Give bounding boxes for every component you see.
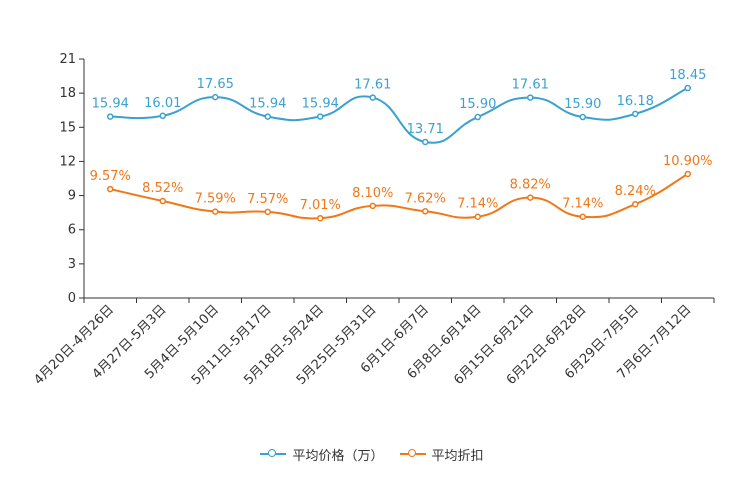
data-label-discount: 8.10% bbox=[352, 186, 393, 201]
data-label-price: 15.90 bbox=[459, 97, 496, 112]
legend-label-discount: 平均折扣 bbox=[431, 448, 484, 464]
data-label-price: 15.94 bbox=[302, 97, 339, 112]
data-point-price[interactable] bbox=[422, 138, 429, 146]
data-point-price[interactable] bbox=[159, 112, 166, 120]
data-point-discount[interactable] bbox=[369, 202, 376, 210]
data-point-price[interactable] bbox=[317, 113, 324, 120]
legend-item-discount[interactable]: 平均折扣 bbox=[399, 445, 484, 464]
y-tick-label: 9 bbox=[68, 189, 76, 204]
data-label-price: 16.18 bbox=[617, 94, 654, 109]
data-point-discount[interactable] bbox=[579, 213, 586, 220]
data-point-discount[interactable] bbox=[632, 200, 639, 208]
chart-legend: 平均价格（万） 平均折扣 bbox=[0, 444, 744, 464]
data-label-price: 15.94 bbox=[249, 97, 286, 112]
data-point-price[interactable] bbox=[264, 113, 271, 120]
line-chart: 0369121518214月20日-4月26日4月27日-5月3日5月4日-5月… bbox=[31, 52, 715, 388]
y-tick-label: 21 bbox=[59, 52, 76, 67]
data-label-discount: 8.82% bbox=[510, 178, 551, 193]
data-point-price[interactable] bbox=[474, 113, 481, 121]
data-label-discount: 7.59% bbox=[195, 192, 236, 207]
data-label-discount: 10.90% bbox=[663, 154, 713, 169]
y-tick-label: 12 bbox=[59, 154, 76, 169]
data-point-price[interactable] bbox=[684, 84, 691, 92]
series-discount: 9.57% 8.52% 7.59% 7.57% 7.01% 8.10% 7.62% 7.14%… bbox=[90, 154, 713, 222]
data-label-price: 18.45 bbox=[669, 68, 706, 83]
data-point-price[interactable] bbox=[527, 94, 534, 101]
data-point-discount[interactable] bbox=[264, 208, 271, 216]
data-point-discount[interactable] bbox=[474, 213, 481, 220]
data-point-discount[interactable] bbox=[684, 170, 691, 178]
data-point-price[interactable] bbox=[579, 113, 586, 121]
y-tick-label: 0 bbox=[68, 291, 76, 306]
y-tick-label: 6 bbox=[68, 223, 76, 238]
data-label-discount: 7.01% bbox=[300, 198, 341, 213]
chart-axes: 0369121518214月20日-4月26日4月27日-5月3日5月4日-5月… bbox=[31, 52, 715, 388]
data-point-price[interactable] bbox=[632, 110, 639, 118]
data-label-discount: 7.14% bbox=[457, 197, 498, 212]
data-label-discount: 9.57% bbox=[90, 169, 131, 184]
data-point-price[interactable] bbox=[107, 113, 114, 120]
legend-marker-discount bbox=[399, 448, 426, 460]
series-price: 15.94 16.01 17.65 15.94 15.94 17.61 13.71 15.90… bbox=[92, 68, 706, 146]
data-point-discount[interactable] bbox=[107, 185, 114, 193]
data-label-price: 17.61 bbox=[354, 78, 391, 93]
data-label-price: 15.90 bbox=[564, 97, 601, 112]
data-point-discount[interactable] bbox=[212, 208, 219, 215]
legend-item-price[interactable]: 平均价格（万） bbox=[260, 445, 384, 464]
data-point-discount[interactable] bbox=[317, 214, 324, 222]
data-label-discount: 8.52% bbox=[142, 181, 183, 196]
data-label-discount: 7.62% bbox=[405, 191, 446, 206]
legend-label-price: 平均价格（万） bbox=[292, 448, 384, 464]
data-label-price: 13.71 bbox=[407, 122, 444, 137]
data-point-discount[interactable] bbox=[159, 197, 166, 205]
y-tick-label: 18 bbox=[59, 86, 76, 101]
data-point-price[interactable] bbox=[369, 94, 376, 101]
data-point-discount[interactable] bbox=[422, 208, 429, 215]
y-tick-label: 15 bbox=[59, 120, 76, 135]
data-label-discount: 7.14% bbox=[562, 197, 603, 212]
data-point-price[interactable] bbox=[212, 93, 219, 101]
legend-marker-price bbox=[260, 448, 287, 460]
data-label-price: 17.61 bbox=[512, 78, 549, 93]
data-label-price: 15.94 bbox=[92, 97, 129, 112]
data-label-discount: 8.24% bbox=[615, 184, 656, 199]
data-label-discount: 7.57% bbox=[247, 192, 288, 207]
chart-series: 15.94 16.01 17.65 15.94 15.94 17.61 13.71 15.90… bbox=[90, 68, 713, 222]
y-tick-label: 3 bbox=[68, 257, 76, 272]
data-label-price: 17.65 bbox=[197, 77, 234, 92]
data-point-discount[interactable] bbox=[527, 194, 534, 201]
data-label-price: 16.01 bbox=[144, 96, 181, 111]
